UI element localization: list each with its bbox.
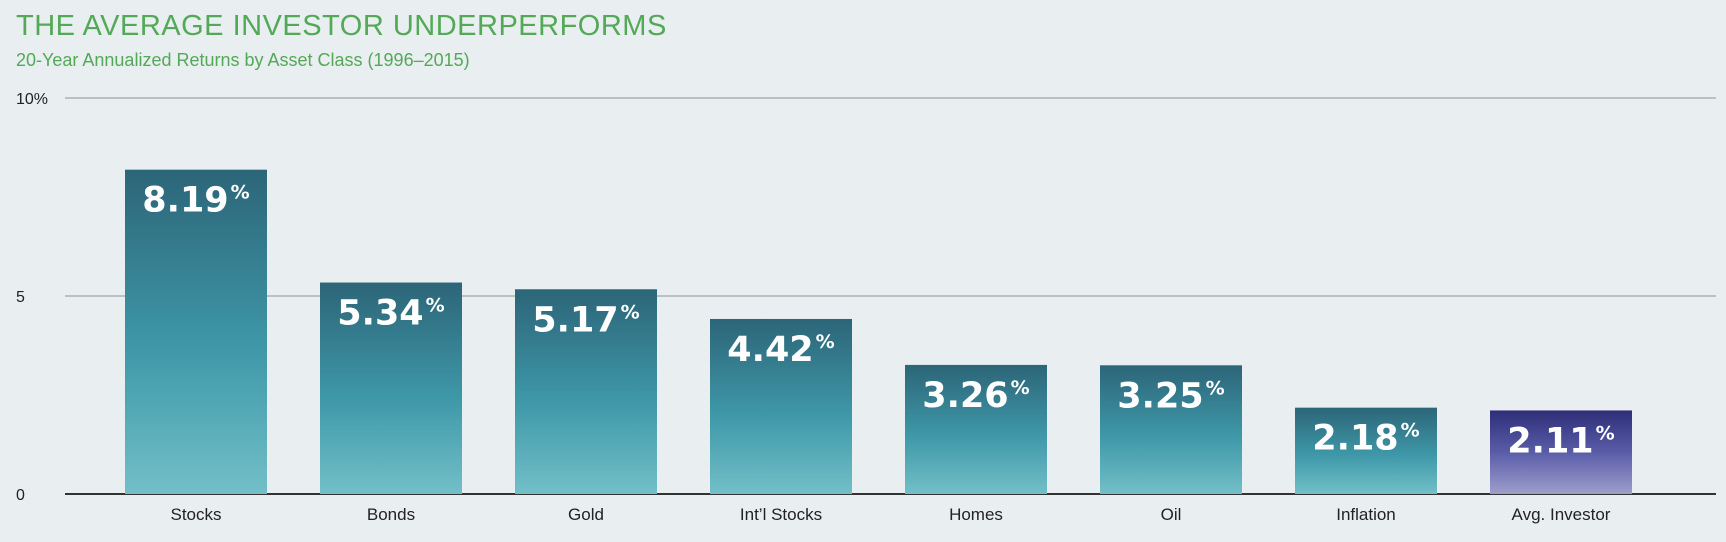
bar-highlight: [1490, 410, 1632, 494]
chart-title: THE AVERAGE INVESTOR UNDERPERFORMS: [16, 10, 667, 42]
bar-value-label: 2.11%: [1507, 421, 1614, 461]
bar-value-label: 3.26%: [922, 376, 1029, 416]
category-label: Gold: [568, 505, 604, 524]
bar: [515, 289, 657, 494]
y-tick-label: 0: [16, 487, 25, 504]
category-label: Oil: [1161, 505, 1182, 524]
labels: 0 5 10% 8.19 % Stocks 5.34 % Bonds 5.17 % Gold 4.42%…: [16, 91, 1615, 524]
category-label: Homes: [949, 505, 1003, 524]
bar: [905, 364, 1047, 494]
category-label: Bonds: [367, 505, 415, 524]
bar-value-label: 4.42%: [727, 330, 834, 370]
bar: [710, 318, 852, 494]
bar: [125, 169, 267, 494]
gridlines: [65, 97, 1716, 495]
y-tick-label: 10%: [16, 91, 48, 108]
category-label: Int’l Stocks: [740, 505, 822, 524]
bar: [1295, 407, 1437, 494]
category-label: Avg. Investor: [1512, 505, 1611, 524]
bar-value-label: 8.19%: [142, 181, 249, 221]
y-tick-label: 5: [16, 289, 25, 306]
category-label: Inflation: [1336, 505, 1396, 524]
bar-value-label: 5.17%: [532, 300, 639, 340]
category-label: Stocks: [170, 505, 221, 524]
bars: [125, 169, 1632, 494]
bar-value-label: 5.34%: [337, 294, 444, 334]
bar-value-label: 3.25%: [1117, 376, 1224, 416]
bar: [320, 282, 462, 494]
chart-subtitle: 20-Year Annualized Returns by Asset Clas…: [16, 50, 470, 70]
bar-value-label: 2.18%: [1312, 419, 1419, 459]
bar: [1100, 365, 1242, 494]
